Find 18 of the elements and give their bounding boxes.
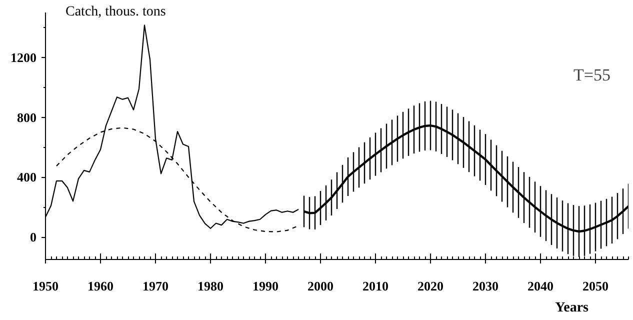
x-tick-label: 1980 <box>198 278 224 294</box>
y-tick-label: 0 <box>30 230 36 245</box>
x-tick-label: 2050 <box>582 278 608 294</box>
x-tick-label: 2000 <box>308 278 334 294</box>
x-tick-label: 1960 <box>88 278 114 294</box>
x-axis-title: Years <box>555 300 590 316</box>
annotation: T=55 <box>574 66 610 84</box>
x-tick-label: 2010 <box>362 278 388 294</box>
x-tick-label: 1990 <box>252 278 278 294</box>
x-tick-label: 1970 <box>142 278 168 294</box>
y-tick-label: 800 <box>17 110 36 125</box>
x-tick-label: 2040 <box>528 278 554 294</box>
x-tick-label: 2030 <box>472 278 498 294</box>
y-tick-label: 400 <box>17 170 36 185</box>
x-tick-label: 1950 <box>32 278 58 294</box>
y-tick-label: 1200 <box>10 50 36 65</box>
x-tick-label: 2020 <box>418 278 444 294</box>
y-axis-title: Catch, thous. tons <box>66 4 166 20</box>
